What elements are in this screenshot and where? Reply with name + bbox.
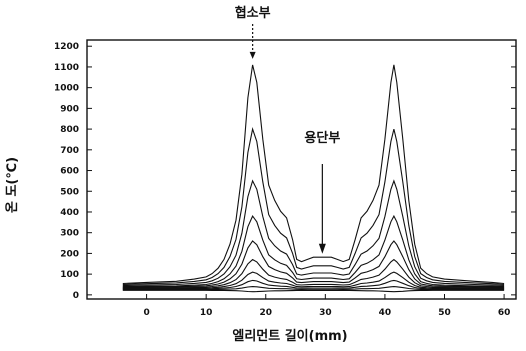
y-tick-label: 400	[60, 208, 79, 218]
y-tick-label: 900	[60, 104, 79, 114]
series-line-7	[122, 271, 505, 289]
y-tick-label: 600	[60, 167, 79, 177]
plot-border	[86, 39, 517, 300]
y-tick-label: 200	[60, 249, 79, 259]
annotation-label-fuse: 용단부	[304, 130, 340, 146]
series-line-1	[122, 64, 505, 285]
axis-ticks: 0100200300400500600700800900100011001200…	[54, 42, 516, 318]
x-tick-label: 50	[438, 308, 451, 318]
x-tick-label: 60	[498, 308, 511, 318]
series-line-10	[122, 289, 505, 293]
y-tick-label: 100	[60, 270, 79, 280]
plot-frame	[86, 39, 517, 300]
x-tick-label: 10	[200, 308, 213, 318]
y-tick-label: 800	[60, 125, 79, 135]
annotation-arrowhead-fuse	[318, 243, 326, 254]
y-tick-label: 0	[73, 291, 79, 301]
y-tick-label: 1200	[54, 42, 79, 52]
series-line-5	[122, 240, 505, 288]
y-tick-label: 1100	[54, 63, 79, 73]
y-axis-title: 온 도(℃)	[5, 157, 20, 213]
series-line-2	[122, 126, 505, 286]
y-tick-label: 1000	[54, 84, 79, 94]
annotation-arrowhead-narrow	[249, 51, 256, 59]
series-line-6	[122, 258, 505, 289]
annotation-label-narrow: 협소부	[235, 5, 271, 21]
x-tick-label: 0	[143, 308, 149, 318]
x-axis-title: 엘리먼트 길이(mm)	[232, 328, 347, 344]
series-line-9	[122, 286, 505, 291]
y-tick-label: 500	[60, 187, 79, 197]
y-tick-label: 700	[60, 146, 79, 156]
x-tick-label: 20	[259, 308, 272, 318]
series-line-8	[122, 279, 505, 290]
x-tick-label: 30	[319, 308, 332, 318]
y-tick-label: 300	[60, 229, 79, 239]
x-tick-label: 40	[379, 308, 392, 318]
series-line-3	[122, 179, 505, 287]
series-group	[122, 64, 505, 293]
series-line-4	[122, 214, 505, 288]
